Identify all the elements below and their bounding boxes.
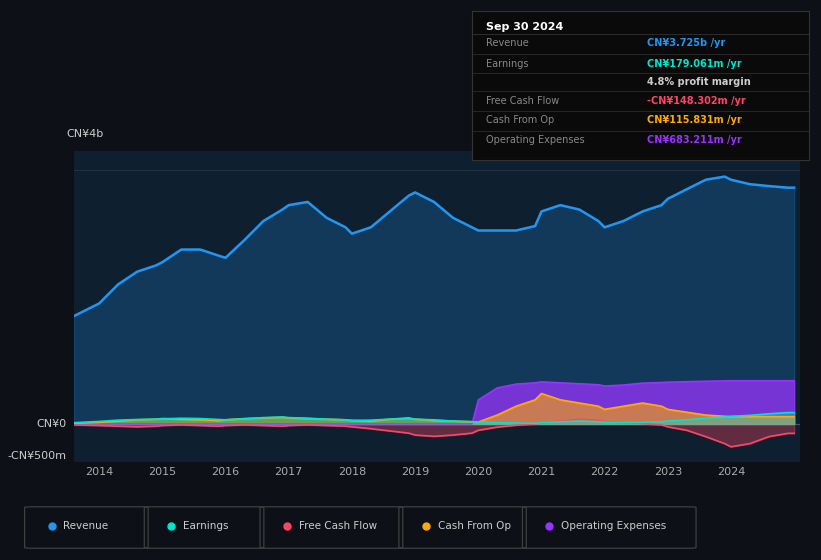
Text: Revenue: Revenue — [63, 521, 108, 531]
Text: CN¥0: CN¥0 — [36, 419, 67, 429]
Text: -CN¥500m: -CN¥500m — [7, 451, 67, 461]
Text: CN¥179.061m /yr: CN¥179.061m /yr — [647, 59, 741, 69]
Text: Cash From Op: Cash From Op — [485, 115, 554, 125]
Text: CN¥3.725b /yr: CN¥3.725b /yr — [647, 38, 726, 48]
Text: Operating Expenses: Operating Expenses — [485, 135, 585, 145]
Text: 4.8% profit margin: 4.8% profit margin — [647, 77, 751, 87]
Text: CN¥115.831m /yr: CN¥115.831m /yr — [647, 115, 742, 125]
Text: Free Cash Flow: Free Cash Flow — [299, 521, 377, 531]
Text: Free Cash Flow: Free Cash Flow — [485, 96, 559, 106]
Text: Sep 30 2024: Sep 30 2024 — [485, 22, 563, 31]
Text: Revenue: Revenue — [485, 38, 528, 48]
Text: Cash From Op: Cash From Op — [438, 521, 511, 531]
Text: CN¥683.211m /yr: CN¥683.211m /yr — [647, 135, 742, 145]
Text: Earnings: Earnings — [183, 521, 228, 531]
Text: Operating Expenses: Operating Expenses — [561, 521, 666, 531]
Text: Earnings: Earnings — [485, 59, 528, 69]
Text: -CN¥148.302m /yr: -CN¥148.302m /yr — [647, 96, 745, 106]
Text: CN¥4b: CN¥4b — [67, 129, 104, 139]
